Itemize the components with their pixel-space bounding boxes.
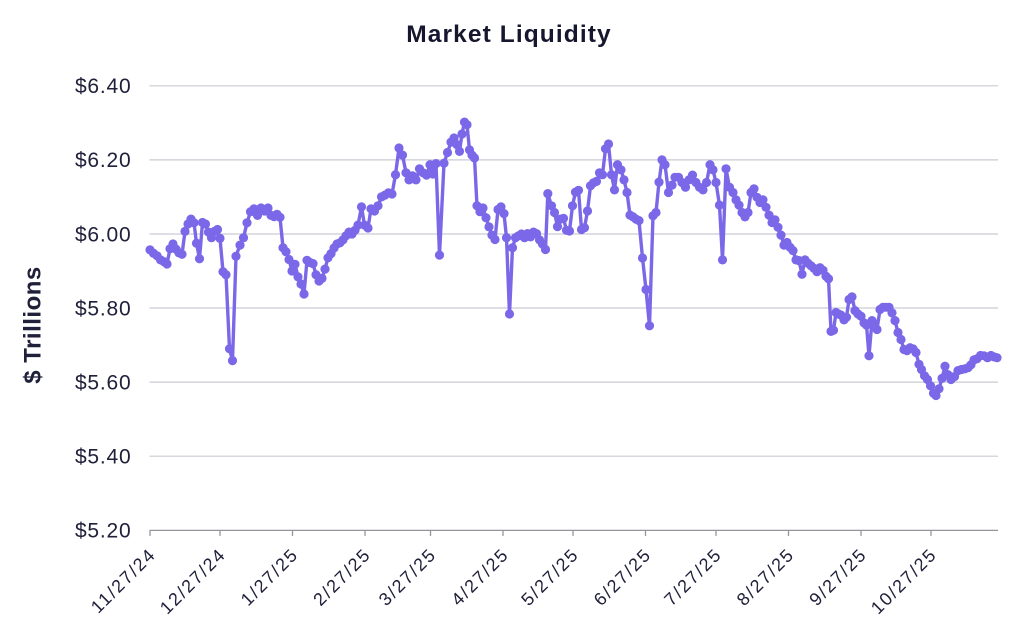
svg-text:$ Trillions: $ Trillions	[20, 266, 47, 384]
svg-text:$5.60: $5.60	[75, 371, 132, 394]
svg-text:$5.20: $5.20	[75, 520, 132, 543]
svg-text:$5.40: $5.40	[75, 446, 132, 469]
svg-text:$5.80: $5.80	[75, 297, 132, 320]
svg-text:$6.20: $6.20	[75, 149, 132, 172]
svg-text:$6.00: $6.00	[75, 223, 132, 246]
svg-text:Market Liquidity: Market Liquidity	[406, 21, 611, 48]
svg-text:$6.40: $6.40	[75, 75, 132, 98]
